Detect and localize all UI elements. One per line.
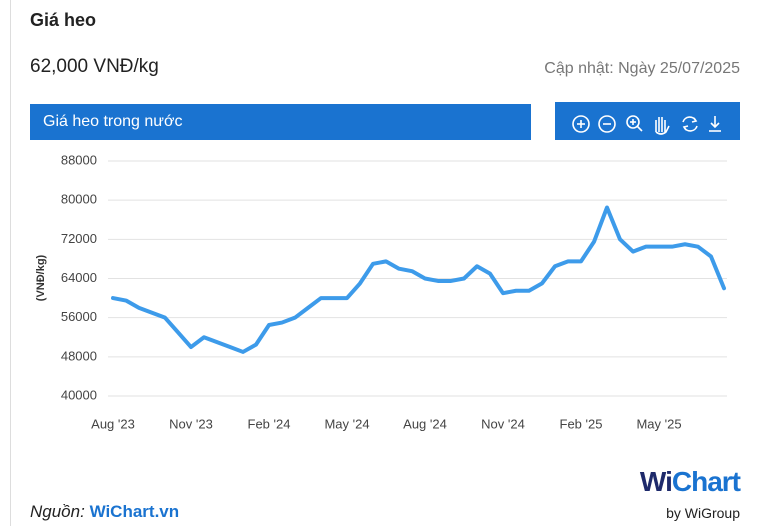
x-tick-label: Nov '23: [169, 416, 213, 431]
zoom-out-button[interactable]: [598, 115, 616, 133]
price: 62,000 VNĐ/kg: [30, 56, 159, 77]
source-link[interactable]: WiChart.vn: [89, 502, 180, 521]
chart: (VNĐ/kg) 40000 48000 56000 64000 72000 80000 8…: [35, 152, 727, 431]
x-tick-label: May '25: [636, 416, 681, 431]
price-line: [111, 205, 726, 354]
tab[interactable]: Giá heo trong nước: [30, 104, 531, 140]
x-tick-label: May '24: [324, 416, 369, 431]
y-tick-label: 72000: [61, 231, 97, 246]
card-border: [10, 0, 11, 526]
x-tick-label: Feb '25: [560, 416, 603, 431]
pan-button[interactable]: [655, 117, 670, 135]
updated: Cập nhật: Ngày 25/07/2025: [544, 60, 740, 77]
y-tick-label: 64000: [61, 270, 97, 285]
x-tick-label: Aug '24: [403, 416, 447, 431]
logo-wi: Wi: [639, 466, 673, 497]
download-button[interactable]: [709, 116, 721, 132]
logo-chart: Chart: [671, 466, 741, 497]
x-tick-label: Feb '24: [248, 416, 291, 431]
tab-label: Giá heo trong nước: [43, 113, 183, 130]
y-tick-label: 88000: [61, 152, 97, 167]
logo-by: by WiGroup: [666, 505, 740, 521]
x-tick-label: Nov '24: [481, 416, 525, 431]
y-tick-label: 40000: [61, 387, 97, 402]
logo: WiChart: [639, 466, 741, 498]
source-label: Nguồn:: [30, 502, 85, 521]
y-axis-label: (VNĐ/kg): [35, 254, 47, 301]
zoom-button[interactable]: [626, 115, 643, 132]
toolbar-bg: [555, 102, 740, 140]
toolbar: [555, 102, 740, 140]
source: Nguồn: WiChart.vn: [30, 502, 179, 522]
zoom-in-button[interactable]: [572, 115, 590, 133]
y-tick-label: 56000: [61, 309, 97, 324]
y-tick-label: 48000: [61, 348, 97, 363]
title: Giá heo: [30, 10, 97, 30]
x-tick-label: Aug '23: [91, 416, 135, 431]
y-tick-label: 80000: [61, 192, 97, 207]
reset-button[interactable]: [682, 116, 698, 132]
